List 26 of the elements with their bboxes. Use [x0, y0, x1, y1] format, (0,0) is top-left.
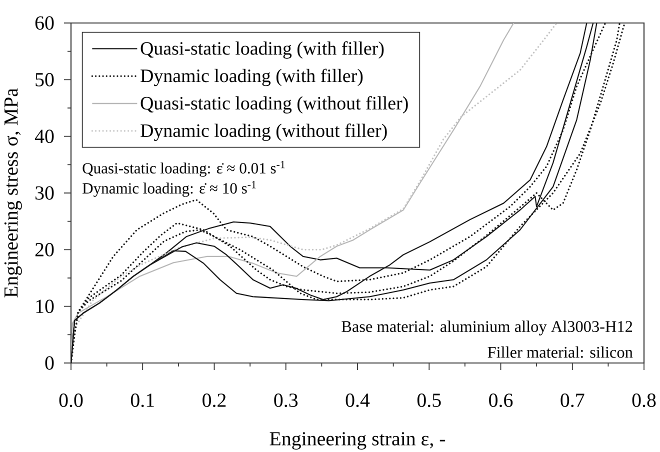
x-tick-label: 0.3	[274, 394, 298, 408]
y-tick-label: 40	[34, 130, 54, 144]
y-tick-label: 50	[36, 72, 54, 86]
legend-label: Dynamic loading (without filler)	[140, 124, 387, 141]
legend-label: Quasi-static loading (with filler)	[140, 41, 384, 59]
y-tick-label: 0	[45, 356, 54, 370]
x-tick-label: 0.8	[632, 394, 656, 408]
x-tick-label: 0.1	[130, 394, 154, 408]
legend-label: Dynamic loading (with filler)	[140, 68, 363, 86]
annotation: Quasi-static loading: ε̇ ≈ 0.01 s$^{-1}$	[82, 161, 285, 177]
x-tick-label: 0.4	[346, 394, 370, 408]
x-tick-label: 0.6	[489, 394, 513, 408]
legend-label: Quasi-static loading (without filler)	[140, 96, 408, 114]
annotation: Dynamic loading: ε̇ ≈ 10 s$^{-1}$	[82, 181, 256, 197]
y-tick-label: 60	[35, 16, 54, 30]
annotation: Base material: aluminium alloy Al3003-H12	[342, 320, 632, 336]
x-tick-label: 0.7	[560, 394, 584, 408]
y-axis-title: Engineering stress σ, MPa	[4, 88, 22, 298]
y-tick-label: 30	[36, 186, 54, 200]
y-tick-label: 20	[35, 242, 54, 256]
x-tick-label: 0.2	[202, 394, 226, 408]
annotation: Filler material: silicon	[488, 346, 633, 358]
x-axis-title: Engineering strain ε, -	[270, 432, 446, 450]
y-tick-label: 10	[36, 300, 54, 314]
x-tick-label: 0.0	[59, 394, 83, 408]
x-tick-label: 0.5	[417, 394, 441, 408]
